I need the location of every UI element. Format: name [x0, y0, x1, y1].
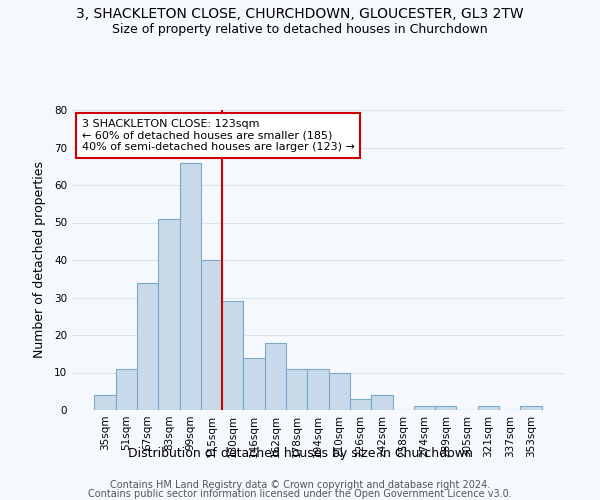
Bar: [244, 358, 265, 410]
Bar: [116, 369, 137, 410]
Bar: [201, 260, 222, 410]
Text: Distribution of detached houses by size in Churchdown: Distribution of detached houses by size …: [128, 448, 472, 460]
Bar: [350, 399, 371, 410]
Bar: [520, 406, 542, 410]
Bar: [179, 162, 201, 410]
Text: Size of property relative to detached houses in Churchdown: Size of property relative to detached ho…: [112, 22, 488, 36]
Bar: [286, 369, 307, 410]
Bar: [222, 301, 244, 410]
Bar: [329, 372, 350, 410]
Y-axis label: Number of detached properties: Number of detached properties: [32, 162, 46, 358]
Bar: [435, 406, 457, 410]
Text: Contains public sector information licensed under the Open Government Licence v3: Contains public sector information licen…: [88, 489, 512, 499]
Bar: [137, 282, 158, 410]
Bar: [371, 395, 392, 410]
Bar: [158, 219, 179, 410]
Bar: [94, 395, 116, 410]
Text: 3, SHACKLETON CLOSE, CHURCHDOWN, GLOUCESTER, GL3 2TW: 3, SHACKLETON CLOSE, CHURCHDOWN, GLOUCES…: [76, 8, 524, 22]
Bar: [478, 406, 499, 410]
Text: Contains HM Land Registry data © Crown copyright and database right 2024.: Contains HM Land Registry data © Crown c…: [110, 480, 490, 490]
Text: 3 SHACKLETON CLOSE: 123sqm
← 60% of detached houses are smaller (185)
40% of sem: 3 SHACKLETON CLOSE: 123sqm ← 60% of deta…: [82, 119, 355, 152]
Bar: [307, 369, 329, 410]
Bar: [414, 406, 435, 410]
Bar: [265, 342, 286, 410]
